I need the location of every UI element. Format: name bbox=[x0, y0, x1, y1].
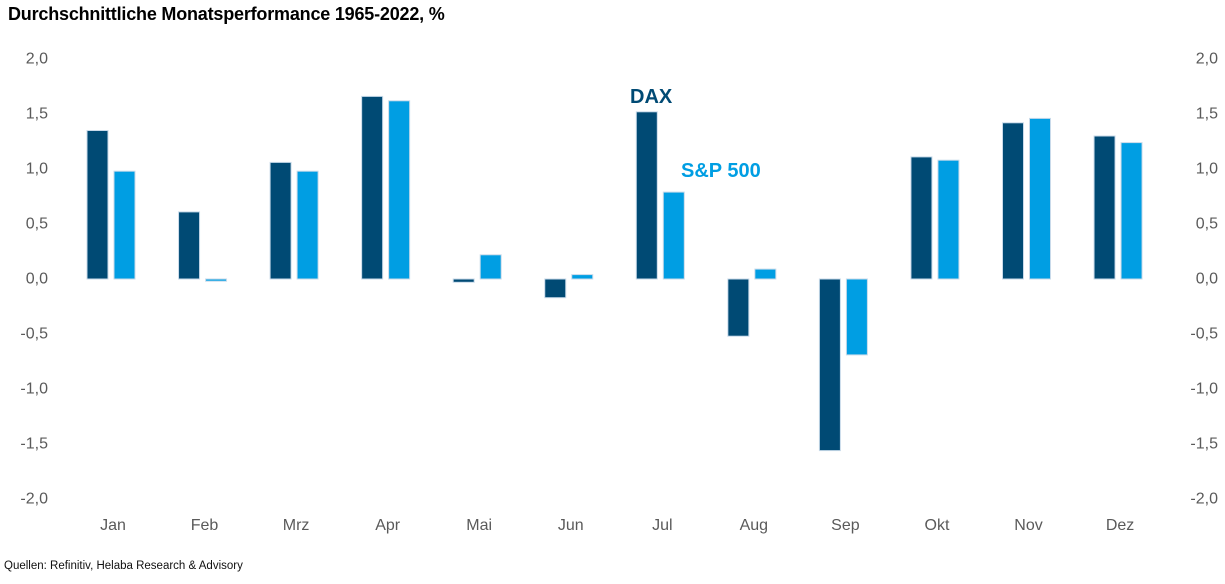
bar-dax-sep bbox=[818, 278, 841, 452]
y-axis-tick-left: -2,0 bbox=[20, 491, 48, 508]
x-axis-label-aug: Aug bbox=[740, 517, 768, 534]
y-axis-tick-left: -0,5 bbox=[20, 326, 48, 343]
bar-sp500-aug bbox=[754, 268, 777, 280]
bar-dax-feb bbox=[178, 211, 201, 280]
bar-dax-dez bbox=[1093, 135, 1116, 280]
x-axis-label-jul: Jul bbox=[652, 517, 672, 534]
bar-dax-jun bbox=[544, 278, 567, 299]
x-axis-label-nov: Nov bbox=[1014, 517, 1042, 534]
bar-dax-nov bbox=[1002, 122, 1024, 280]
y-axis-tick-left: 1,0 bbox=[26, 161, 48, 178]
bar-dax-apr bbox=[361, 95, 384, 280]
bar-dax-okt bbox=[910, 156, 933, 280]
y-axis-tick-left: -1,5 bbox=[20, 436, 48, 453]
y-axis-tick-right: 0,0 bbox=[1196, 271, 1218, 288]
y-axis-tick-right: 0,5 bbox=[1196, 216, 1218, 233]
chart-title: Durchschnittliche Monatsperformance 1965… bbox=[8, 4, 445, 24]
y-axis-tick-left: 0,0 bbox=[26, 271, 48, 288]
y-axis-tick-left: 2,0 bbox=[26, 51, 48, 68]
bar-sp500-okt bbox=[937, 159, 960, 280]
sp500-series-label: S&P 500 bbox=[681, 160, 761, 182]
x-axis-label-dez: Dez bbox=[1106, 517, 1134, 534]
x-axis-label-sep: Sep bbox=[831, 517, 860, 534]
bar-dax-jan bbox=[86, 130, 109, 280]
y-axis-tick-right: 2,0 bbox=[1196, 51, 1218, 68]
bar-sp500-jan bbox=[113, 170, 136, 280]
x-axis-label-jan: Jan bbox=[100, 517, 126, 534]
x-axis-label-mrz: Mrz bbox=[283, 517, 310, 534]
x-axis-label-apr: Apr bbox=[375, 517, 401, 534]
y-axis-tick-left: 0,5 bbox=[26, 216, 48, 233]
bar-sp500-mrz bbox=[296, 170, 319, 280]
bar-sp500-nov bbox=[1029, 117, 1051, 280]
y-axis-tick-right: -1,5 bbox=[1190, 436, 1218, 453]
y-axis-tick-right: 1,5 bbox=[1196, 106, 1218, 123]
y-axis-tick-right: 1,0 bbox=[1196, 161, 1218, 178]
dax-series-label: DAX bbox=[630, 86, 673, 108]
bar-sp500-dez bbox=[1120, 142, 1143, 280]
bar-dax-mai bbox=[452, 278, 475, 283]
bar-sp500-jun bbox=[571, 274, 594, 280]
bar-sp500-sep bbox=[845, 278, 868, 356]
y-axis-tick-right: -0,5 bbox=[1190, 326, 1218, 343]
x-axis-label-jun: Jun bbox=[558, 517, 584, 534]
bar-dax-jul bbox=[635, 111, 658, 280]
x-axis-label-okt: Okt bbox=[925, 517, 950, 534]
source-note: Quellen: Refinitiv, Helaba Research & Ad… bbox=[4, 560, 243, 572]
y-axis-tick-right: -1,0 bbox=[1190, 381, 1218, 398]
y-axis-tick-right: -2,0 bbox=[1190, 491, 1218, 508]
y-axis-tick-left: 1,5 bbox=[26, 106, 48, 123]
x-axis-label-mai: Mai bbox=[466, 517, 492, 534]
bar-dax-aug bbox=[727, 278, 750, 337]
bar-sp500-mai bbox=[479, 254, 502, 280]
bar-sp500-feb bbox=[205, 278, 228, 282]
bar-sp500-jul bbox=[662, 191, 685, 280]
x-axis-label-feb: Feb bbox=[191, 517, 219, 534]
bar-sp500-apr bbox=[388, 100, 411, 280]
y-axis-tick-left: -1,0 bbox=[20, 381, 48, 398]
bar-dax-mrz bbox=[269, 161, 292, 280]
